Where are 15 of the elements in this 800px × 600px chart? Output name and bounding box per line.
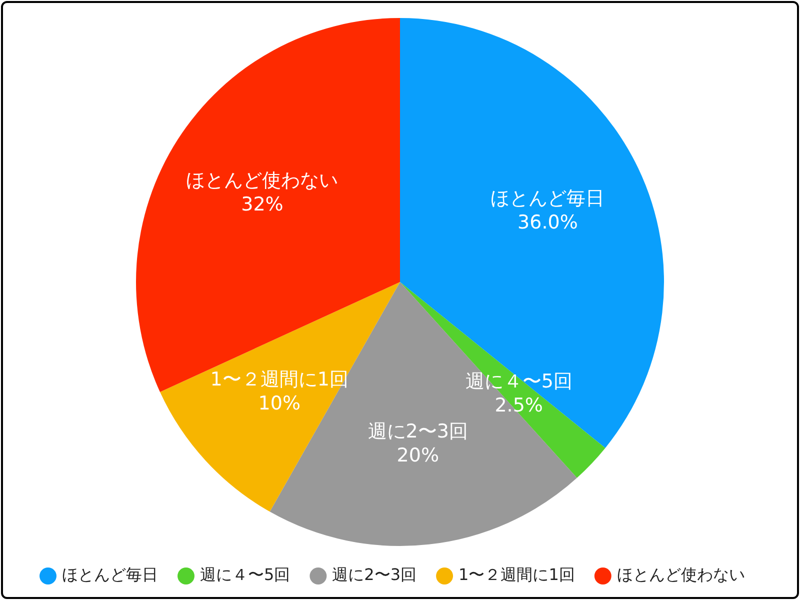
- slice-label: ほとんど毎日: [490, 187, 605, 210]
- slice-label: 週に４〜5回: [465, 370, 572, 392]
- data-label: 32%: [241, 194, 284, 216]
- legend-label: ほとんど使わない: [616, 565, 745, 584]
- data-label: 2.5%: [494, 394, 543, 416]
- slice-label: 週に2〜3回: [368, 420, 468, 443]
- slice-label: 1〜２週間に1回: [210, 368, 348, 391]
- legend-label: 週に2〜3回: [332, 565, 417, 584]
- data-label: 10%: [258, 392, 301, 415]
- legend-label: 週に４〜5回: [200, 565, 290, 584]
- data-label: 36.0%: [518, 211, 578, 234]
- legend-label: 1〜２週間に1回: [458, 565, 575, 584]
- data-label: 20%: [396, 444, 439, 467]
- legend-label: ほとんど毎日: [62, 565, 158, 584]
- slice-label: ほとんど使わない: [186, 170, 338, 192]
